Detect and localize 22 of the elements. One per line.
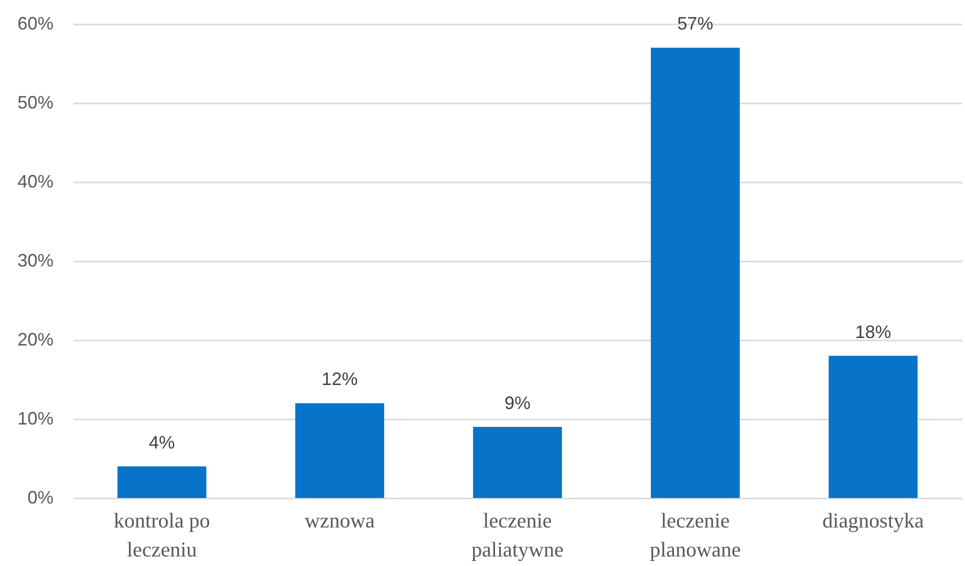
x-tick-label: wznowa xyxy=(304,508,376,532)
data-label: 4% xyxy=(148,432,175,452)
data-label: 9% xyxy=(504,392,531,413)
bar xyxy=(295,403,384,498)
y-tick-label: 40% xyxy=(17,172,54,192)
y-tick-label: 60% xyxy=(17,14,54,34)
data-label: 12% xyxy=(322,369,358,390)
bar xyxy=(117,466,206,498)
x-tick-label: kontrola po leczeniu xyxy=(114,508,210,562)
bar xyxy=(473,426,562,498)
y-tick-label: 20% xyxy=(17,330,54,350)
y-tick-label: 50% xyxy=(17,92,54,112)
x-tick-label: diagnostyka xyxy=(822,508,925,532)
y-tick-label: 10% xyxy=(17,408,54,428)
data-label: 18% xyxy=(855,322,892,342)
x-tick-label: leczenie paliatywne xyxy=(471,508,564,562)
y-tick-label: 30% xyxy=(17,250,54,270)
x-tick-label: leczenie planowane xyxy=(650,508,741,562)
data-label: 57% xyxy=(677,14,714,34)
y-tick-label: 0% xyxy=(27,488,54,508)
bar xyxy=(650,48,740,498)
bar xyxy=(828,356,918,498)
